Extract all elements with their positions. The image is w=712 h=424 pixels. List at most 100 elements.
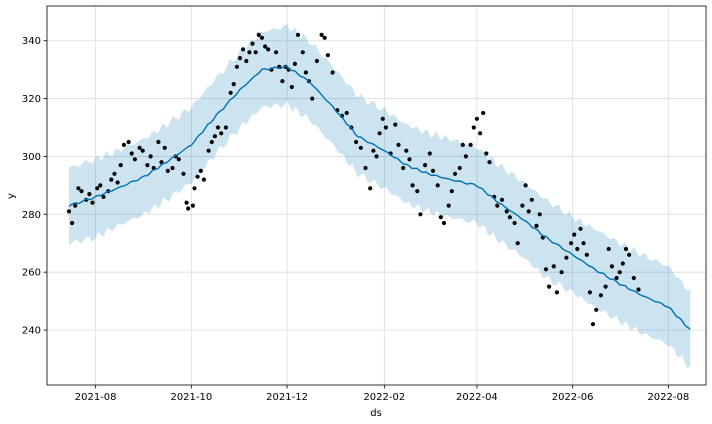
data-point xyxy=(572,232,577,237)
data-point xyxy=(256,32,261,38)
data-point xyxy=(280,79,285,84)
uncertainty-band xyxy=(69,24,691,369)
data-point xyxy=(244,58,249,64)
data-point xyxy=(76,186,81,191)
data-point xyxy=(219,131,224,136)
data-point xyxy=(526,209,531,214)
data-point xyxy=(237,56,243,61)
data-point xyxy=(463,154,468,159)
data-point xyxy=(176,157,181,162)
data-point xyxy=(162,145,167,150)
data-point xyxy=(212,134,217,139)
data-point xyxy=(79,189,84,194)
y-tick-label: 300 xyxy=(22,152,41,163)
data-point xyxy=(66,209,72,214)
data-point xyxy=(471,125,476,130)
x-axis-label: ds xyxy=(370,408,382,419)
data-point xyxy=(209,139,214,145)
data-point xyxy=(415,189,420,194)
data-point xyxy=(358,145,363,150)
data-point xyxy=(126,139,131,145)
data-point xyxy=(95,186,100,191)
data-point xyxy=(192,186,197,191)
data-point xyxy=(231,82,236,87)
data-point xyxy=(537,212,542,217)
data-point xyxy=(266,47,271,52)
data-point xyxy=(195,174,200,179)
data-point xyxy=(512,220,517,226)
data-point xyxy=(584,252,589,257)
data-point xyxy=(383,125,388,130)
data-point xyxy=(325,53,330,58)
data-point xyxy=(181,171,186,176)
data-point xyxy=(575,246,580,252)
y-axis-label: y xyxy=(6,193,17,199)
data-point xyxy=(551,264,556,269)
data-point xyxy=(145,163,150,168)
data-point xyxy=(435,183,440,188)
data-point xyxy=(478,131,483,136)
data-point xyxy=(559,270,564,275)
data-point xyxy=(507,215,512,220)
x-tick-label: 2022-06 xyxy=(552,392,594,403)
data-point xyxy=(396,142,401,147)
data-point xyxy=(487,160,492,165)
data-point xyxy=(115,180,120,185)
data-point xyxy=(374,154,379,159)
data-point xyxy=(314,58,319,64)
data-point xyxy=(529,197,534,202)
data-point xyxy=(215,125,221,130)
data-point xyxy=(274,50,279,55)
data-point xyxy=(206,148,211,153)
data-point xyxy=(452,171,458,176)
data-point xyxy=(620,261,625,266)
data-point xyxy=(457,165,462,171)
y-tick-label: 260 xyxy=(22,268,41,279)
data-point xyxy=(87,192,92,197)
data-point xyxy=(289,84,294,90)
data-point xyxy=(259,35,265,40)
forecast-line xyxy=(68,65,691,330)
data-point xyxy=(292,61,297,66)
data-point xyxy=(623,246,629,252)
data-point xyxy=(495,203,500,208)
data-point xyxy=(148,154,153,159)
data-point xyxy=(228,90,233,95)
x-tick-label: 2022-08 xyxy=(647,392,689,403)
data-point xyxy=(330,70,335,75)
data-point xyxy=(603,284,608,289)
data-point xyxy=(165,168,170,173)
data-point xyxy=(223,125,228,130)
data-point xyxy=(401,165,406,171)
data-point xyxy=(170,165,175,171)
data-point xyxy=(554,290,560,295)
data-point xyxy=(523,183,528,188)
x-tick-label: 2022-02 xyxy=(363,392,405,403)
x-tick-label: 2021-08 xyxy=(75,392,117,403)
data-point xyxy=(515,241,520,246)
data-point xyxy=(377,131,382,136)
data-point xyxy=(363,165,368,171)
data-point xyxy=(481,110,486,116)
data-point xyxy=(98,183,103,188)
data-point xyxy=(474,116,479,121)
data-point xyxy=(609,264,615,269)
y-tick-label: 320 xyxy=(22,94,41,105)
data-point xyxy=(393,122,398,127)
data-point xyxy=(460,142,465,147)
data-point xyxy=(594,307,599,312)
data-point xyxy=(295,32,301,38)
data-point xyxy=(441,220,447,226)
data-point xyxy=(198,168,203,173)
data-point xyxy=(137,145,142,150)
data-point xyxy=(543,267,549,272)
uncertainty-area xyxy=(69,24,691,369)
plot-frame xyxy=(46,5,707,386)
data-point xyxy=(534,223,539,228)
data-point xyxy=(418,212,423,217)
data-point xyxy=(303,70,308,75)
data-point xyxy=(446,203,451,208)
data-point xyxy=(121,142,126,147)
